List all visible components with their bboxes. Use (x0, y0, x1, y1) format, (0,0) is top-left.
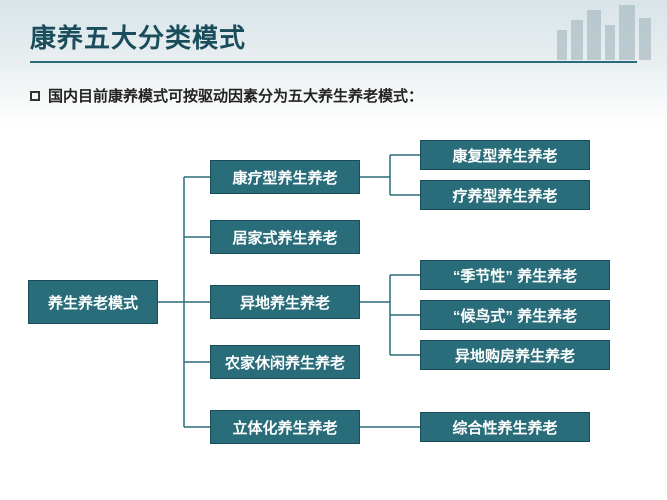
title-underline (30, 61, 637, 63)
tree-level3-node: 康复型养生养老 (420, 140, 590, 170)
skyline-decoration (547, 0, 667, 60)
page-title: 康养五大分类模式 (30, 18, 637, 55)
tree-level3-node: “候鸟式” 养生养老 (420, 300, 610, 330)
tree-root-node: 养生养老模式 (28, 280, 158, 324)
subtitle-row: 国内目前康养模式可按驱动因素分为五大养生养老模式： (0, 71, 667, 106)
tree-diagram: 养生养老模式 康疗型养生养老居家式养生养老异地养生养老农家休闲养生养老立体化养生养… (0, 130, 667, 490)
tree-level3-node: “季节性” 养生养老 (420, 260, 610, 290)
tree-level2-node: 立体化养生养老 (210, 410, 360, 444)
tree-level3-node: 综合性养生养老 (420, 412, 590, 442)
bullet-icon (30, 91, 40, 101)
tree-level3-node: 异地购房养生养老 (420, 340, 610, 370)
tree-level2-node: 农家休闲养生养老 (210, 345, 360, 379)
tree-level3-node: 疗养型养生养老 (420, 180, 590, 210)
tree-level2-node: 居家式养生养老 (210, 220, 360, 254)
tree-level2-node: 异地养生养老 (210, 285, 360, 319)
subtitle-text: 国内目前康养模式可按驱动因素分为五大养生养老模式： (48, 85, 423, 106)
tree-level2-node: 康疗型养生养老 (210, 160, 360, 194)
